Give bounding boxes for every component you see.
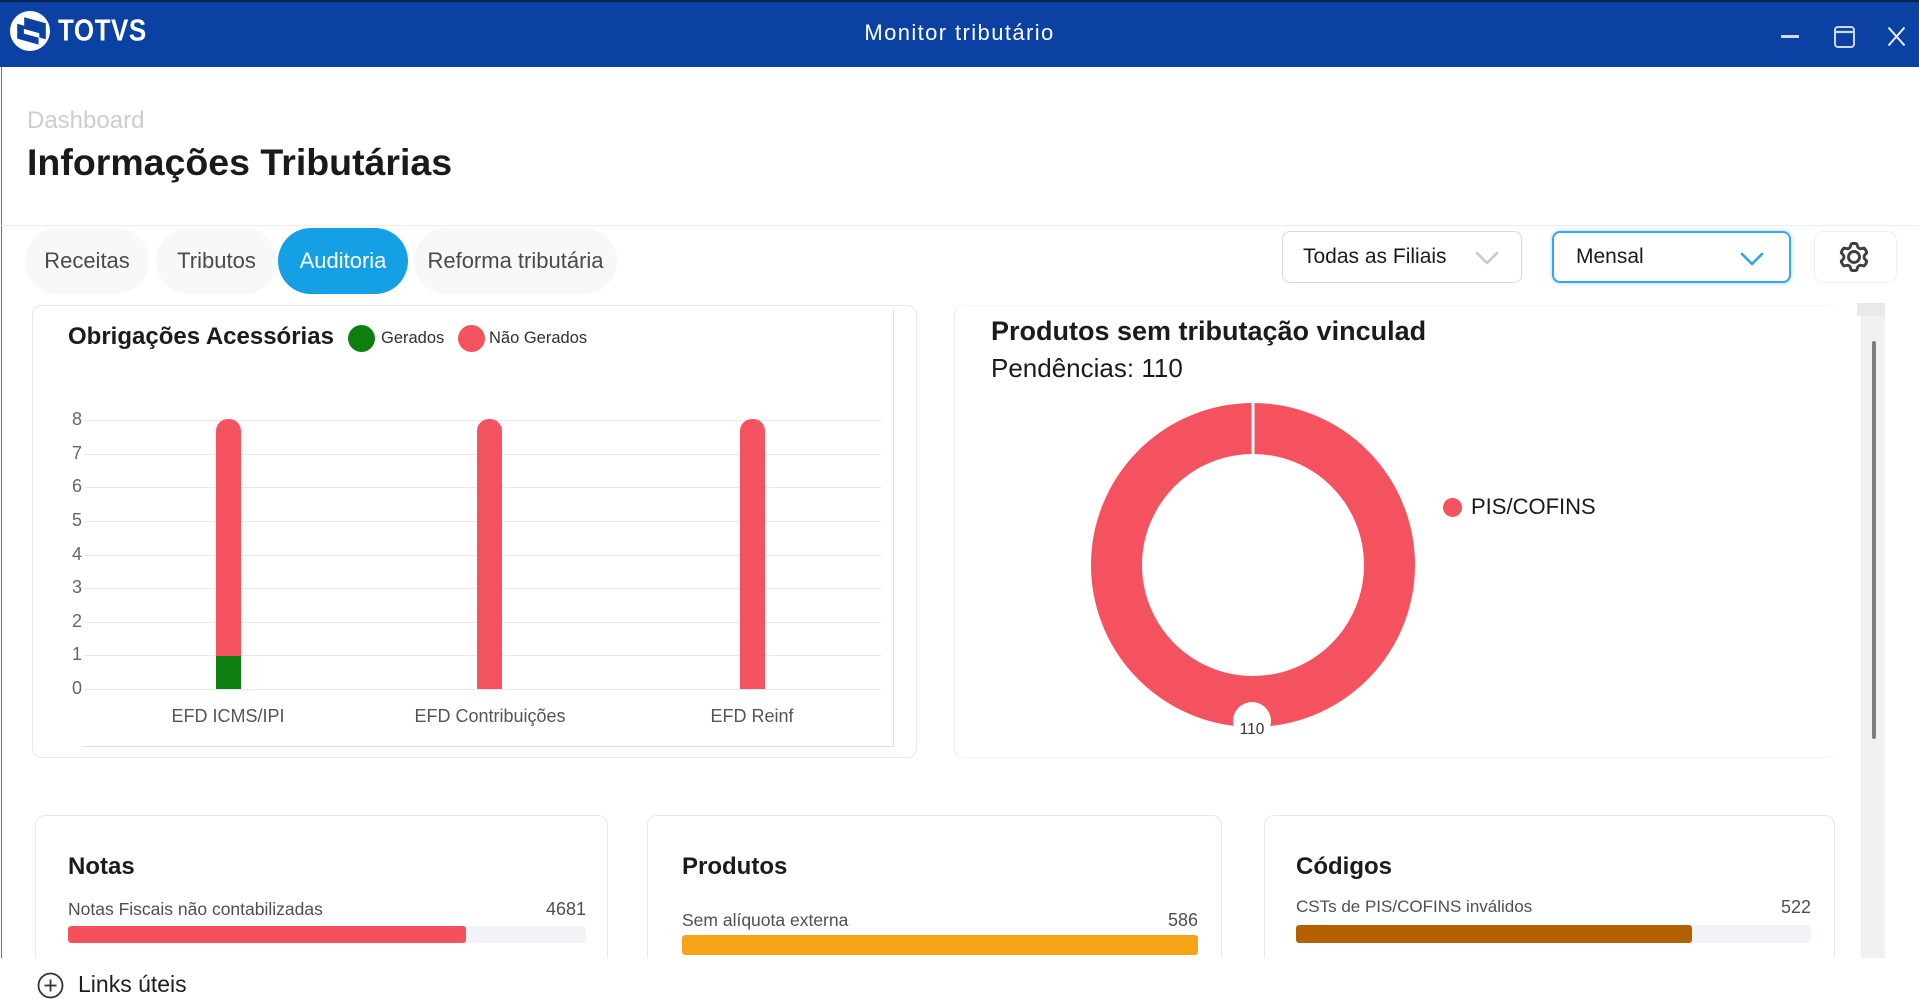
svg-text:110: 110 xyxy=(1240,721,1265,738)
